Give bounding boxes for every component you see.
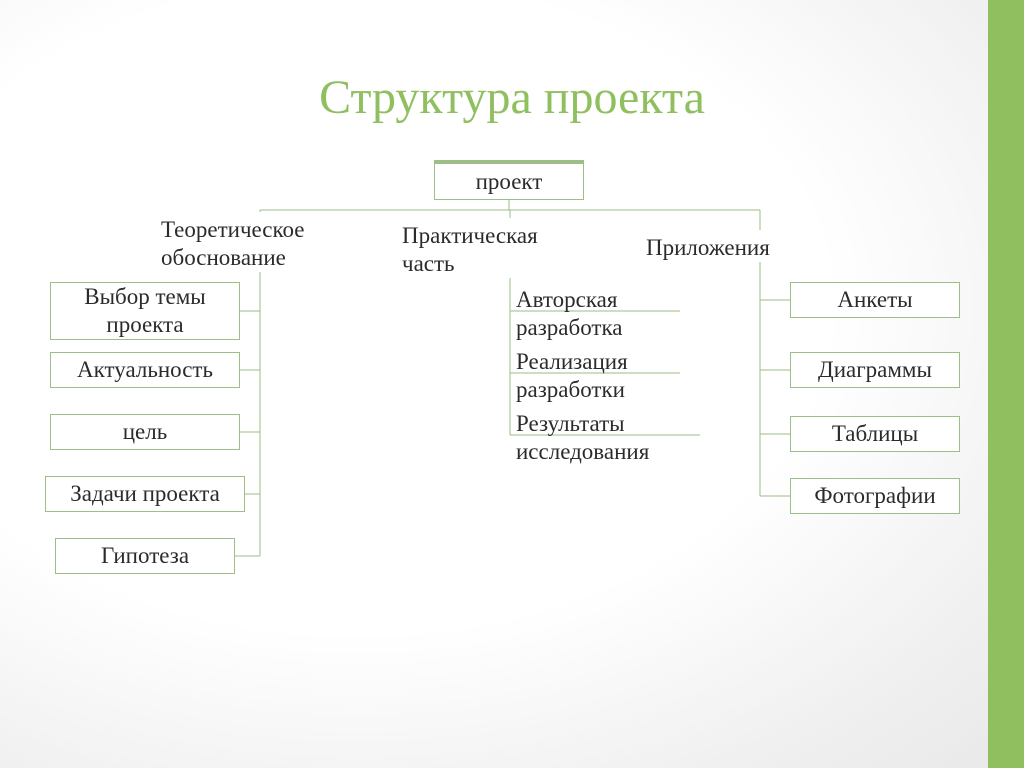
page-title: Структура проекта [0,70,1024,125]
node-theory: Теоретическое обоснование [155,212,355,276]
node-surveys: Анкеты [790,282,960,318]
org-chart: проект Теоретическое обоснование Выбор тем… [0,160,990,720]
node-tasks: Задачи проекта [45,476,245,512]
node-relevance: Актуальность [50,352,240,388]
node-results: Результаты исследования [510,406,700,464]
node-goal: цель [50,414,240,450]
node-tables: Таблицы [790,416,960,452]
node-photos: Фотографии [790,478,960,514]
node-appendix: Приложения [640,230,810,266]
node-topic: Выбор темы проекта [50,282,240,340]
node-root: проект [434,160,584,200]
node-impl: Реализация разработки [510,344,680,402]
node-diagrams: Диаграммы [790,352,960,388]
node-hypo: Гипотеза [55,538,235,574]
node-practice: Практическая часть [396,218,576,282]
node-authdev: Авторская разработка [510,282,680,340]
